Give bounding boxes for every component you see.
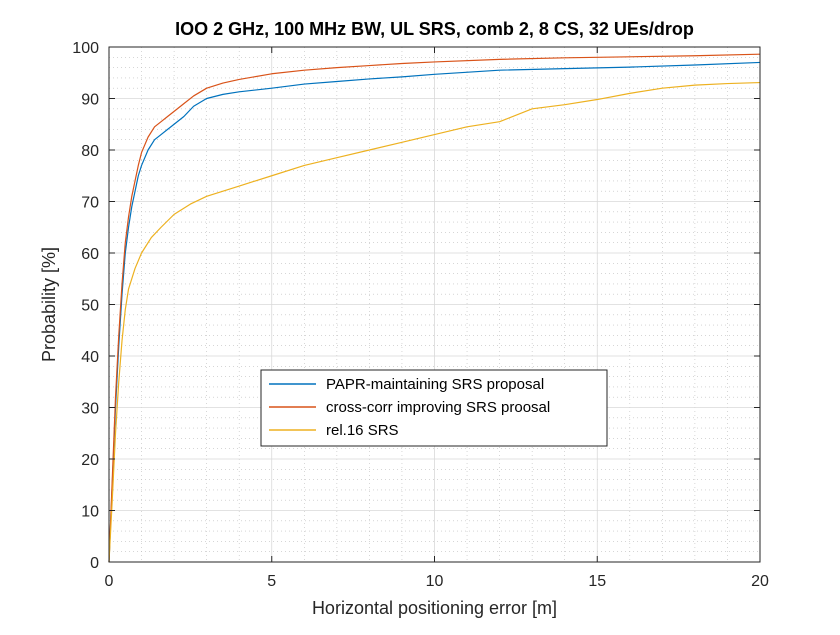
series-line-3 (108, 81, 761, 563)
y-tick-label: 50 (81, 298, 99, 315)
y-tick-label: 10 (81, 504, 99, 521)
y-tick-label: 40 (81, 349, 99, 366)
legend-label-1: PAPR-maintaining SRS proposal (326, 376, 544, 393)
y-tick-label: 60 (81, 246, 99, 263)
x-tick-label: 20 (751, 573, 769, 590)
legend-label-3: rel.16 SRS (326, 422, 399, 439)
y-tick-label: 0 (90, 555, 99, 572)
legend-label-2: cross-corr improving SRS proosal (326, 399, 550, 416)
minor-grid (109, 47, 760, 562)
legend-items: PAPR-maintaining SRS proposal cross-corr … (269, 376, 550, 439)
legend: PAPR-maintaining SRS proposal cross-corr … (260, 369, 608, 447)
series-line-1 (108, 61, 761, 563)
x-axis-label: Horizontal positioning error [m] (312, 598, 557, 618)
y-tick-label: 20 (81, 452, 99, 469)
x-tick-label: 5 (267, 573, 276, 590)
series-line-2 (108, 53, 761, 563)
series-layer (108, 53, 761, 563)
x-tick-label: 15 (588, 573, 606, 590)
x-tick-label: 10 (426, 573, 444, 590)
x-tick-label: 0 (105, 573, 114, 590)
y-tick-label: 80 (81, 143, 99, 160)
y-tick-label: 100 (72, 40, 99, 57)
y-tick-label: 90 (81, 92, 99, 109)
chart-title: IOO 2 GHz, 100 MHz BW, UL SRS, comb 2, 8… (175, 19, 694, 39)
y-axis-label: Probability [%] (39, 247, 59, 362)
y-tick-label: 30 (81, 401, 99, 418)
y-tick-label: 70 (81, 195, 99, 212)
legend-box (260, 369, 608, 447)
axis-ticks: 0 5 10 15 20 0 10 20 30 40 50 60 70 80 90 100 (72, 40, 769, 590)
